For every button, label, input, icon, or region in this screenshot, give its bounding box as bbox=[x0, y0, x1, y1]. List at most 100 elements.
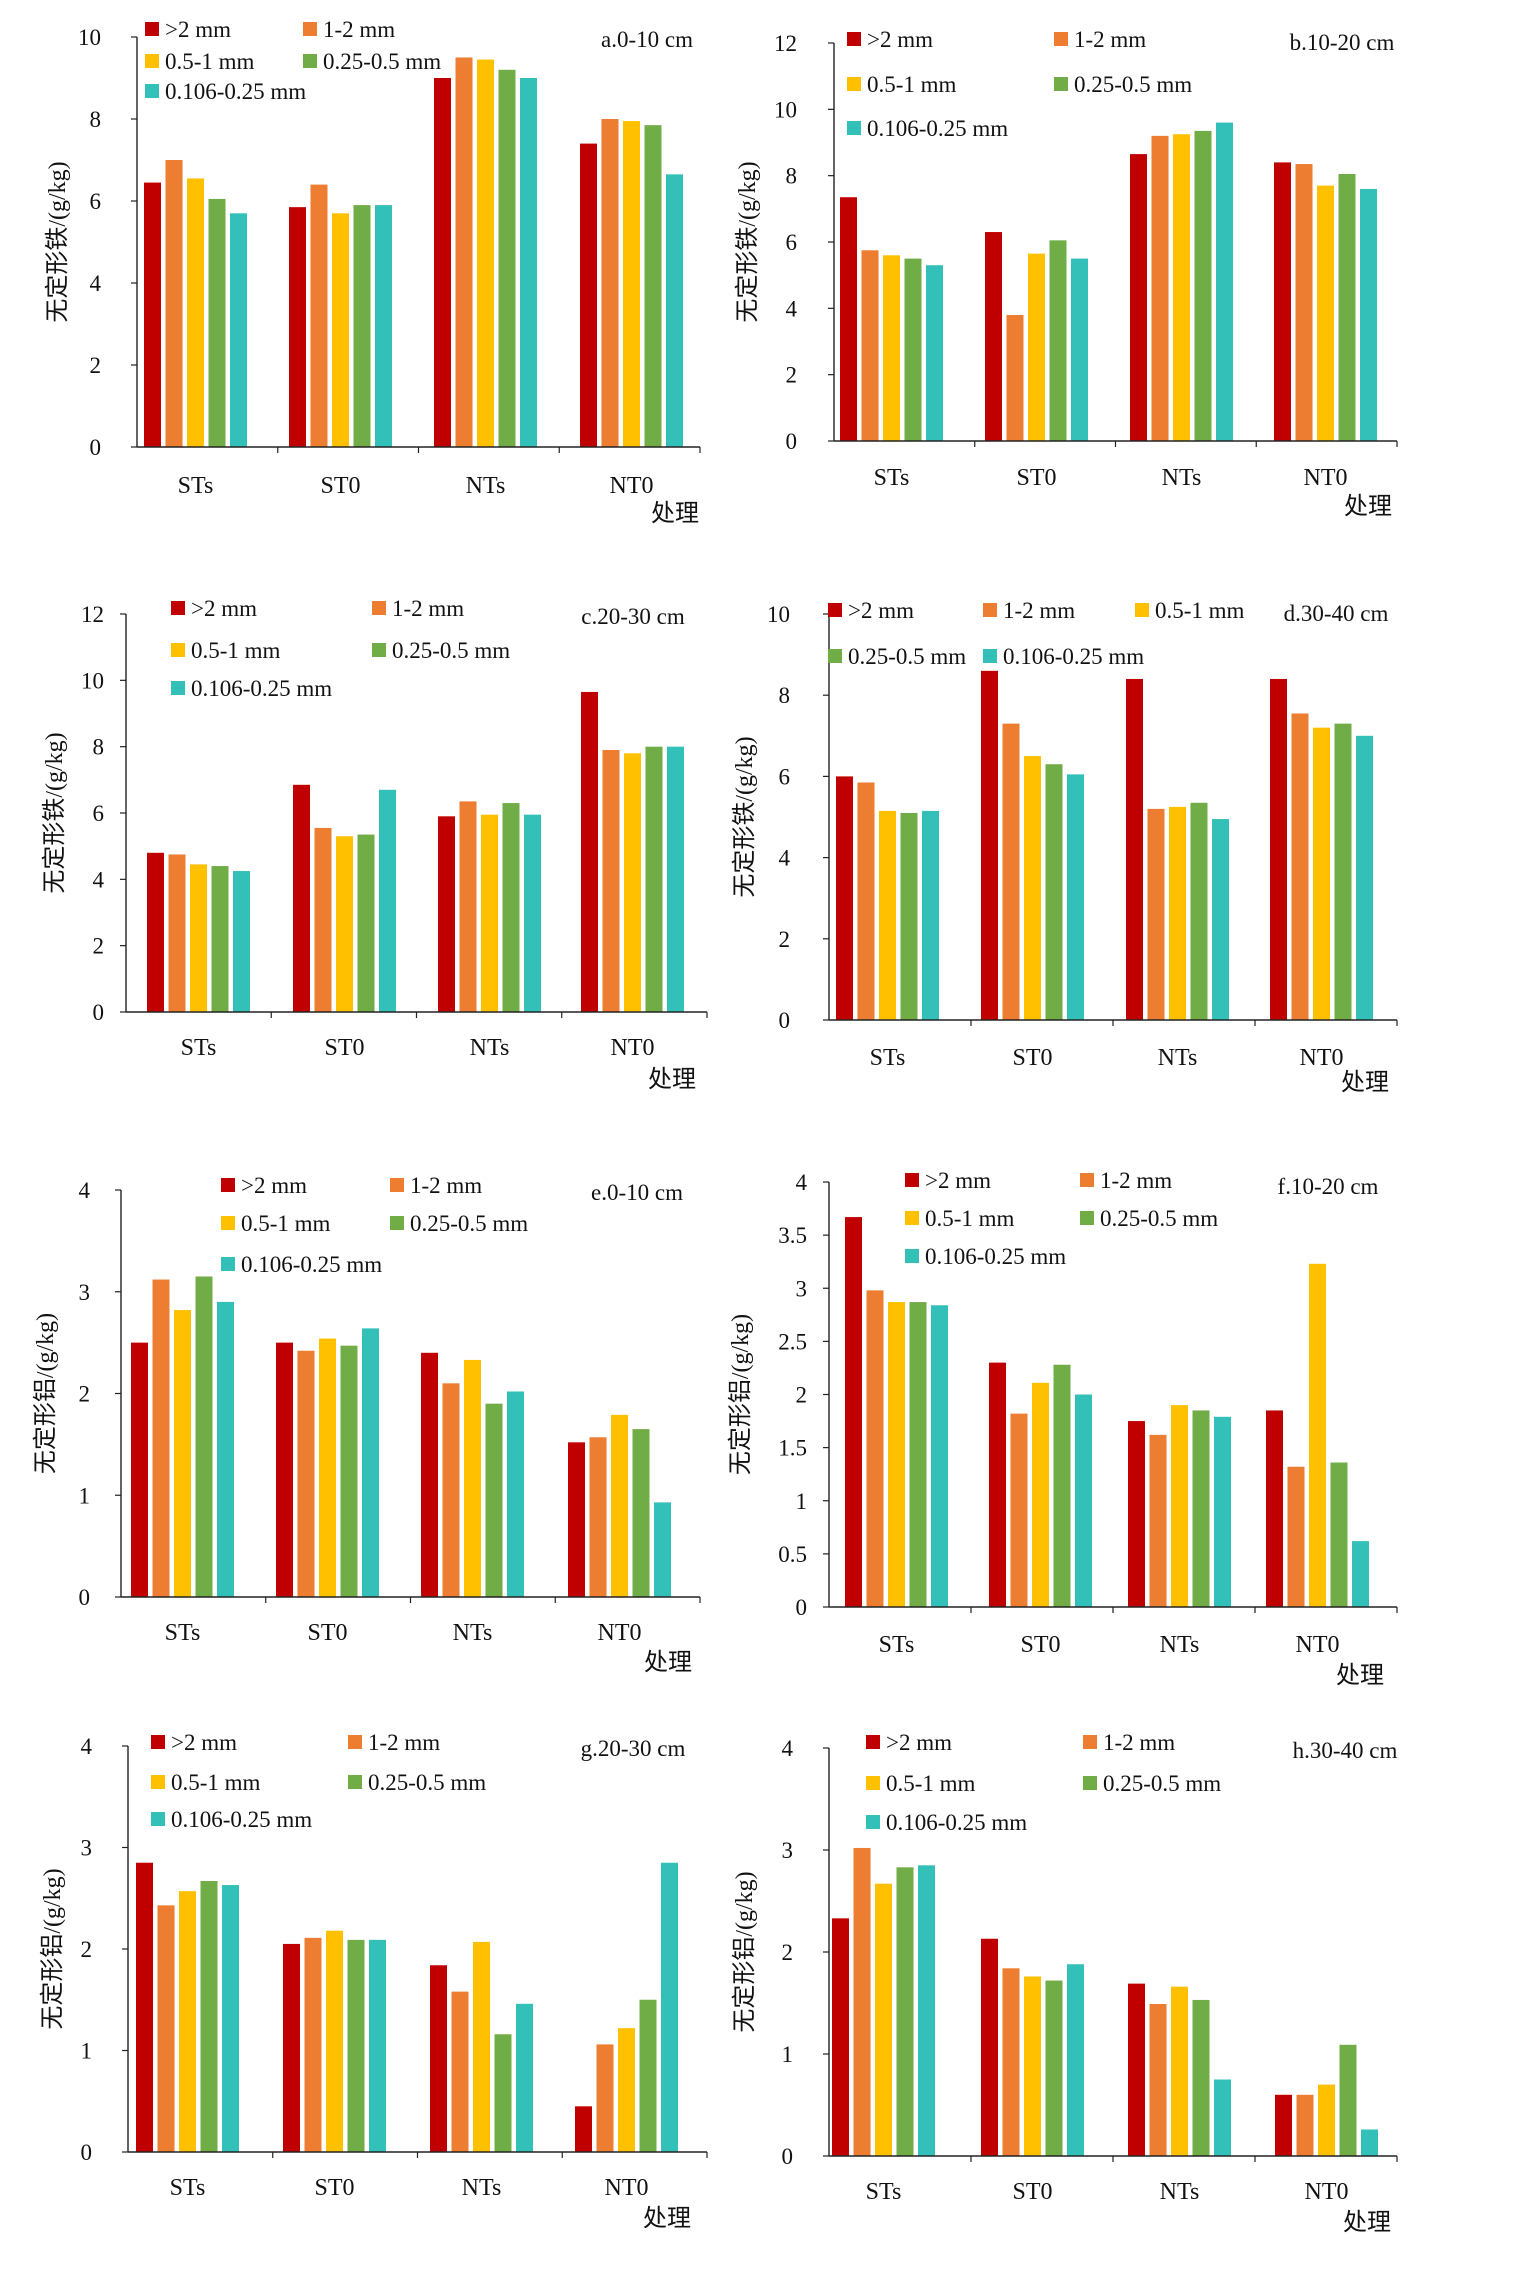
x-tick-label: NTs bbox=[1160, 2179, 1200, 2205]
bar bbox=[926, 265, 943, 441]
bar bbox=[1045, 764, 1063, 1020]
legend-item: 0.25-0.5 mm bbox=[348, 1770, 486, 1795]
bar bbox=[1317, 185, 1334, 441]
x-axis-label: 处理 bbox=[643, 2205, 691, 2232]
legend-label: 0.106-0.25 mm bbox=[241, 1252, 382, 1277]
legend-label: >2 mm bbox=[886, 1730, 952, 1755]
legend-swatch bbox=[983, 603, 997, 617]
legend-swatch bbox=[866, 1815, 880, 1829]
bar bbox=[909, 1302, 927, 1607]
bar bbox=[596, 2044, 614, 2152]
bar bbox=[136, 1862, 153, 2152]
x-tick-label: ST0 bbox=[1016, 465, 1056, 491]
x-axis-label: 处理 bbox=[1344, 493, 1392, 520]
bar bbox=[211, 866, 229, 1012]
legend-item: 0.5-1 mm bbox=[151, 1770, 261, 1795]
y-tick-label: 8 bbox=[90, 107, 102, 132]
bar bbox=[293, 784, 310, 1012]
legend-swatch bbox=[348, 1735, 362, 1749]
bar bbox=[601, 119, 619, 447]
x-axis-label: 处理 bbox=[651, 500, 699, 527]
y-tick-label: 6 bbox=[90, 189, 102, 214]
bar bbox=[1149, 1434, 1167, 1607]
x-axis-label: 处理 bbox=[644, 1649, 692, 1676]
panel-label: h.30-40 cm bbox=[1293, 1738, 1398, 1763]
legend-item: 1-2 mm bbox=[1083, 1730, 1175, 1755]
bar bbox=[174, 1310, 191, 1597]
y-tick-label: 8 bbox=[786, 164, 798, 189]
bar bbox=[520, 78, 537, 447]
legend-swatch bbox=[905, 1211, 919, 1225]
y-tick-label: 4 bbox=[81, 1734, 93, 1759]
bar bbox=[644, 125, 662, 448]
legend-label: 1-2 mm bbox=[392, 596, 464, 621]
legend-label: 0.25-0.5 mm bbox=[1074, 72, 1192, 97]
legend-swatch bbox=[171, 643, 185, 657]
bar bbox=[667, 746, 684, 1012]
bar bbox=[326, 1930, 343, 2152]
x-tick-label: ST0 bbox=[324, 1035, 364, 1061]
y-tick-label: 3 bbox=[81, 1836, 93, 1861]
bar bbox=[1028, 253, 1045, 441]
bar bbox=[369, 1939, 386, 2152]
y-tick-label: 0 bbox=[786, 429, 798, 454]
bar bbox=[276, 1342, 293, 1597]
legend-label: 0.5-1 mm bbox=[1155, 598, 1245, 623]
chart-panel-h: 0 1 2 3 4 STs ST0 NTs NT0 处理 无定形铝/(g/kg) h.30-40 cm… bbox=[731, 1730, 1398, 2236]
y-tick-label: 4 bbox=[90, 271, 102, 296]
x-tick-label: NT0 bbox=[605, 2175, 649, 2201]
legend-label: 0.106-0.25 mm bbox=[886, 1810, 1027, 1835]
x-tick-label: NT0 bbox=[611, 1035, 655, 1061]
legend-label: 1-2 mm bbox=[1074, 27, 1146, 52]
y-tick-label: 2 bbox=[779, 927, 791, 952]
bar bbox=[1128, 1421, 1145, 1607]
bar bbox=[144, 182, 161, 448]
bar bbox=[208, 198, 226, 447]
legend-item: 0.25-0.5 mm bbox=[372, 638, 510, 663]
x-tick-label: NTs bbox=[1162, 465, 1202, 491]
y-tick-label: 0 bbox=[782, 2144, 794, 2169]
legend: >2 mm 1-2 mm 0.5-1 mm 0.25-0.5 mm 0.106-0.25… bbox=[145, 17, 441, 104]
bar bbox=[1334, 723, 1352, 1020]
x-tick-label: NT0 bbox=[1300, 1045, 1344, 1071]
bar bbox=[1192, 1999, 1210, 2156]
bar bbox=[502, 803, 520, 1012]
bar bbox=[179, 1891, 196, 2152]
bar bbox=[1214, 1416, 1231, 1607]
bar bbox=[1295, 164, 1313, 441]
bar bbox=[632, 1429, 650, 1597]
y-tick-label: 0 bbox=[79, 1585, 91, 1610]
x-tick-label: STs bbox=[870, 1045, 906, 1071]
x-axis-label: 处理 bbox=[1343, 2209, 1391, 2236]
legend-label: >2 mm bbox=[241, 1173, 307, 1198]
bar bbox=[1024, 1976, 1041, 2156]
bar bbox=[217, 1301, 234, 1597]
legend-swatch bbox=[145, 22, 159, 36]
legend-item: 0.25-0.5 mm bbox=[1080, 1206, 1218, 1231]
legend-item: 0.5-1 mm bbox=[847, 72, 957, 97]
bar bbox=[645, 746, 663, 1012]
legend-item: 0.106-0.25 mm bbox=[847, 116, 1008, 141]
legend-swatch bbox=[1054, 32, 1068, 46]
legend-swatch bbox=[1054, 77, 1068, 91]
x-tick-label: NTs bbox=[1160, 1632, 1200, 1658]
legend-swatch bbox=[372, 601, 386, 615]
legend-label: 0.5-1 mm bbox=[886, 1771, 976, 1796]
legend-item: 0.106-0.25 mm bbox=[221, 1252, 382, 1277]
bar bbox=[1067, 774, 1084, 1020]
bar bbox=[1002, 723, 1020, 1020]
bar bbox=[1126, 678, 1143, 1020]
x-tick-label: STs bbox=[874, 465, 910, 491]
bar bbox=[332, 213, 349, 447]
bar bbox=[1270, 678, 1287, 1020]
y-tick-label: 6 bbox=[786, 230, 798, 255]
bar bbox=[1266, 1410, 1283, 1607]
bar bbox=[438, 816, 455, 1012]
bar bbox=[1149, 2004, 1167, 2156]
legend-swatch bbox=[983, 649, 997, 663]
x-tick-label: STs bbox=[181, 1035, 217, 1061]
bar bbox=[289, 207, 306, 447]
legend-label: 1-2 mm bbox=[323, 17, 395, 42]
bar bbox=[357, 834, 375, 1012]
